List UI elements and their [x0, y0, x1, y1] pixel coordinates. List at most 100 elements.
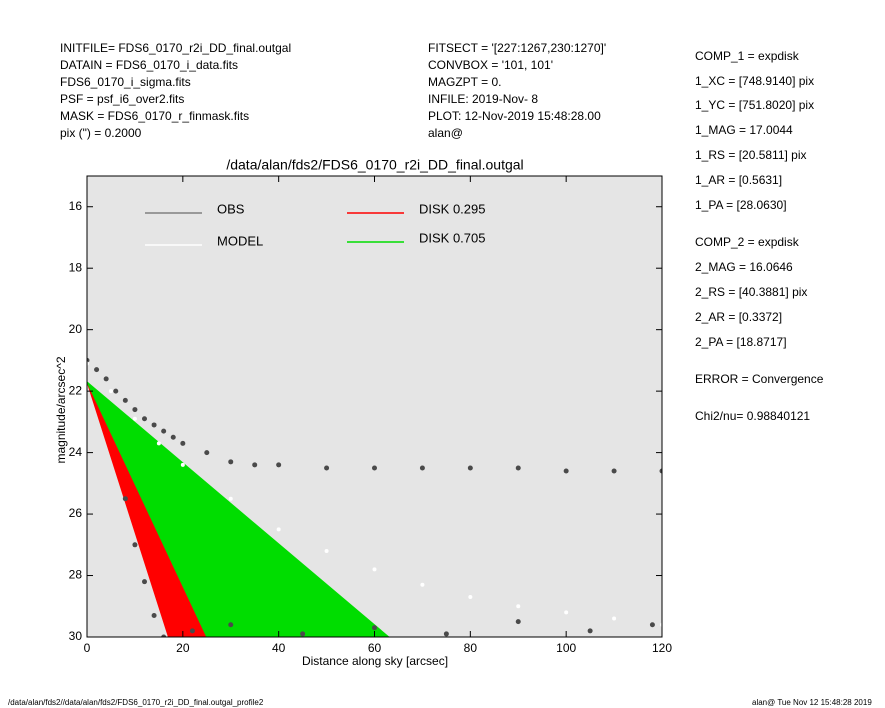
header-text: MAGZPT = 0. [428, 75, 501, 89]
fit-parameter: Chi2/nu= 0.98840121 [695, 409, 810, 423]
data-point [443, 631, 449, 637]
fit-parameter: 1_RS = [20.5811] pix [695, 148, 807, 162]
data-point [420, 582, 425, 587]
header-text: INFILE: 2019-Nov- 8 [428, 92, 538, 106]
y-tick-label: 28 [69, 568, 83, 582]
data-point [113, 388, 119, 394]
legend-label: OBS [217, 201, 245, 216]
data-point [228, 496, 233, 501]
data-point [180, 440, 186, 446]
data-point [108, 389, 113, 394]
data-point [228, 622, 234, 628]
data-point [132, 407, 138, 413]
y-axis-label: magnitude/arcsec^2 [54, 356, 68, 463]
data-point [516, 604, 521, 609]
data-point [515, 465, 521, 471]
y-tick-label: 22 [69, 383, 83, 397]
data-point [228, 459, 234, 465]
data-point [372, 465, 377, 471]
header-text: MASK = FDS6_0170_r_finmask.fits [60, 109, 249, 123]
x-tick-label: 20 [176, 641, 190, 655]
header-text: pix (") = 0.2000 [60, 126, 142, 140]
header-text: CONVBOX = '101, 101' [428, 58, 553, 72]
y-tick-label: 24 [69, 445, 83, 459]
data-point [204, 450, 210, 456]
x-tick-label: 40 [272, 641, 286, 655]
data-point [142, 579, 147, 585]
data-point [612, 616, 617, 621]
fit-parameter: 1_AR = [0.5631] [695, 173, 782, 187]
data-point [324, 548, 329, 553]
data-point [419, 465, 425, 471]
data-point [324, 465, 330, 471]
x-tick-label: 120 [652, 641, 672, 655]
data-point [122, 496, 128, 502]
data-point [151, 422, 157, 428]
fit-parameter: 1_YC = [751.8020] pix [695, 98, 814, 112]
x-axis-label: Distance along sky [arcsec] [302, 654, 448, 668]
data-point [161, 428, 167, 434]
fit-parameter: 2_AR = [0.3372] [695, 310, 782, 324]
fit-parameter: COMP_2 = expdisk [695, 235, 800, 249]
fit-parameter: 1_PA = [28.0630] [695, 198, 787, 212]
header-text: alan@ [428, 126, 463, 140]
data-point [659, 468, 662, 474]
y-tick-label: 16 [69, 199, 83, 213]
legend-label: DISK 0.295 [419, 201, 486, 216]
chart-title: /data/alan/fds2/FDS6_0170_r2i_DD_final.o… [226, 157, 523, 173]
data-point [94, 367, 100, 373]
header-text: PSF = psf_i6_over2.fits [60, 92, 184, 106]
data-point [276, 527, 281, 532]
legend-label: MODEL [217, 233, 263, 248]
data-point [611, 468, 617, 474]
data-point [468, 595, 473, 600]
footer-path: /data/alan/fds2//data/alan/fds2/FDS6_017… [8, 698, 264, 707]
data-point [587, 628, 593, 634]
data-point [132, 416, 137, 421]
data-point [467, 465, 473, 471]
fit-parameter: 1_XC = [748.9140] pix [695, 74, 814, 88]
legend-label: DISK 0.705 [419, 230, 486, 245]
data-point [300, 631, 306, 637]
data-point [161, 634, 167, 637]
data-point [122, 397, 128, 403]
x-tick-label: 60 [368, 641, 382, 655]
fit-parameter: 2_MAG = 16.0646 [695, 260, 793, 274]
data-point [564, 610, 569, 615]
header-text: FDS6_0170_i_sigma.fits [60, 75, 191, 89]
footer-date: alan@ Tue Nov 12 15:48:28 2019 [752, 698, 872, 707]
fit-parameter: 2_RS = [40.3881] pix [695, 285, 807, 299]
data-point [372, 567, 377, 572]
header-text: INITFILE= FDS6_0170_r2i_DD_final.outgal [60, 41, 291, 55]
x-tick-label: 0 [84, 641, 91, 655]
header-text: DATAIN = FDS6_0170_i_data.fits [60, 58, 238, 72]
data-point [252, 462, 258, 468]
x-tick-label: 100 [556, 641, 576, 655]
data-point [151, 612, 157, 618]
data-point [132, 542, 138, 548]
y-tick-label: 30 [69, 629, 83, 643]
data-point [180, 462, 185, 467]
data-point [103, 376, 109, 382]
y-tick-label: 26 [69, 506, 83, 520]
fit-parameter: ERROR = Convergence [695, 372, 824, 386]
y-tick-label: 20 [69, 322, 83, 336]
data-point [515, 619, 521, 625]
data-point [142, 416, 147, 422]
header-text: FITSECT = '[227:1267,230:1270]' [428, 41, 606, 55]
data-point [563, 468, 569, 474]
data-point [372, 625, 377, 631]
fit-parameter: COMP_1 = expdisk [695, 49, 800, 63]
data-point [156, 441, 161, 446]
y-tick-label: 18 [69, 260, 83, 274]
x-tick-label: 80 [464, 641, 478, 655]
disk-component [87, 381, 390, 637]
fit-parameter: 1_MAG = 17.0044 [695, 123, 793, 137]
data-point [276, 462, 282, 468]
data-point [170, 434, 176, 440]
data-point [189, 628, 195, 634]
data-point [649, 622, 655, 628]
fit-parameter: 2_PA = [18.8717] [695, 335, 787, 349]
header-text: PLOT: 12-Nov-2019 15:48:28.00 [428, 109, 601, 123]
